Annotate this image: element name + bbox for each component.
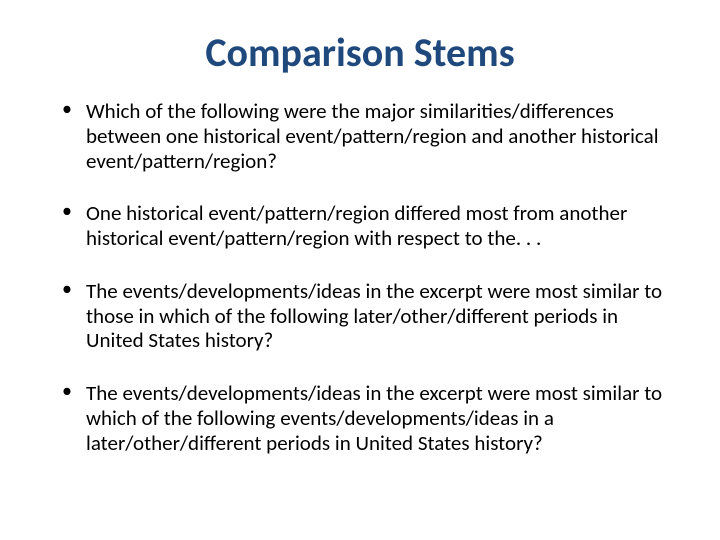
list-item: One historical event/pattern/region diff… [86, 201, 674, 251]
bullet-list: Which of the following were the major si… [46, 99, 674, 455]
slide-title: Comparison Stems [46, 28, 674, 77]
list-item: Which of the following were the major si… [86, 99, 674, 173]
list-item: The events/developments/ideas in the exc… [86, 279, 674, 353]
list-item: The events/developments/ideas in the exc… [86, 381, 674, 455]
